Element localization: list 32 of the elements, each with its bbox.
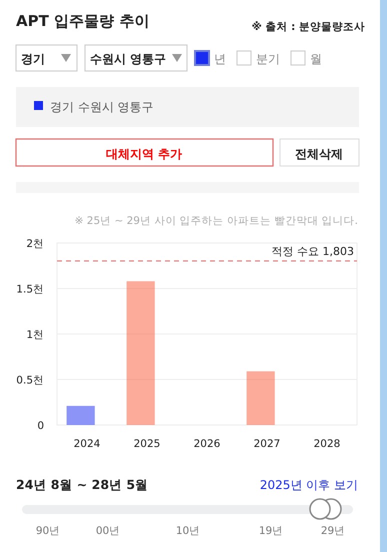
text: 수원시 영통구 (90, 52, 166, 66)
bar (126, 281, 155, 425)
chart-title: APT 입주물량 추이 (16, 12, 150, 30)
text: 24년 8월 ~ 28년 5월 (16, 477, 148, 492)
y-tick-label: 1.5천 (16, 284, 44, 296)
text: 전체삭제 (295, 147, 343, 161)
bar (246, 371, 275, 425)
text: 90년 (36, 525, 60, 537)
text: 대체지역 추가 (106, 147, 182, 161)
y-tick-label: 2천 (26, 238, 44, 250)
ref-line-label: 적정 수요 1,803 (272, 244, 354, 258)
bar (66, 406, 95, 425)
text: 29년 (320, 525, 346, 537)
x-tick-label: 2026 (194, 438, 221, 450)
x-tick-label: 2024 (74, 438, 101, 450)
text: ※ 25년 ~ 29년 사이 입주하는 아파트는 빨간막대 입니다. (74, 215, 358, 227)
x-tick-label: 2025 (134, 438, 160, 450)
x-tick-label: 2028 (314, 438, 340, 450)
y-tick-label: 1천 (26, 329, 44, 341)
text: 00년 (96, 525, 120, 537)
text: 10년 (176, 525, 200, 537)
text: 19년 (258, 525, 284, 537)
text: 년 (214, 52, 226, 66)
text: 분기 (256, 52, 280, 66)
legend: 경기 수원시 영통구 (34, 100, 154, 114)
y-tick-label: 0.5천 (16, 374, 44, 386)
x-tick-label: 2027 (254, 438, 280, 450)
y-tick-label: 0 (37, 420, 44, 432)
text: 월 (310, 52, 322, 66)
text: 경기 (21, 52, 45, 66)
text: 2025년 이후 보기 (260, 478, 358, 492)
chart-subtitle: ※ 출처 : 분양물량조사 (252, 21, 365, 33)
